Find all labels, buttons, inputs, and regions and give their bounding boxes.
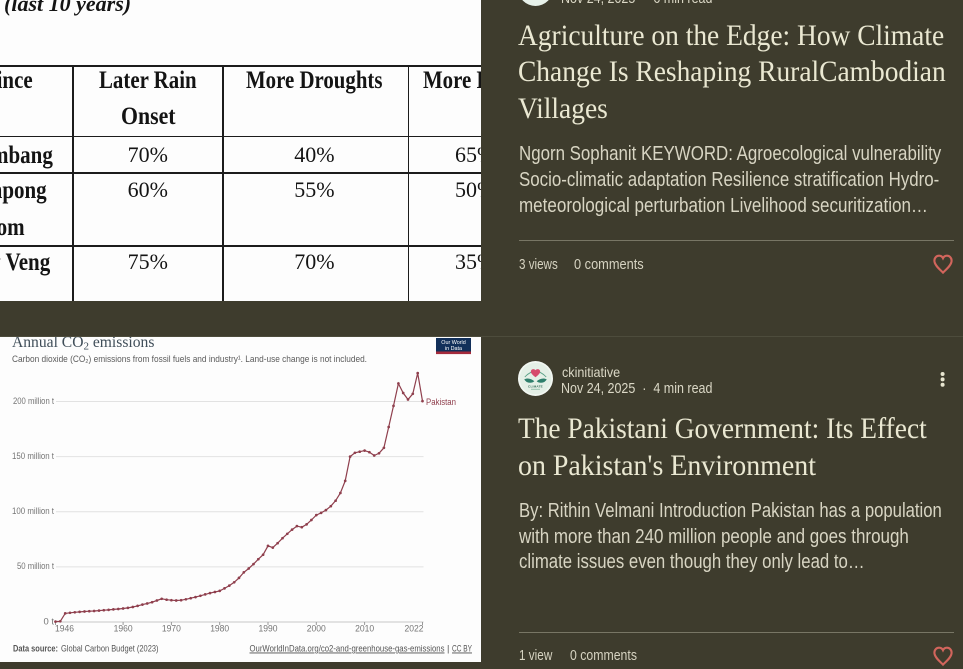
svg-text:CLIMATE: CLIMATE <box>528 384 543 388</box>
svg-text:50 million t: 50 million t <box>17 561 54 571</box>
svg-text:100 million t: 100 million t <box>12 506 54 516</box>
svg-text:OurWorldInData.org/co2-and-gre: OurWorldInData.org/co2-and-greenhouse-ga… <box>250 644 473 654</box>
svg-text:Annual CO2 emissions: Annual CO2 emissions <box>12 337 154 352</box>
svg-text:1946: 1946 <box>55 624 74 634</box>
svg-text:150 million t: 150 million t <box>12 451 54 461</box>
svg-text:2010: 2010 <box>355 624 374 634</box>
svg-text:200 million t: 200 million t <box>13 396 54 406</box>
svg-text:2000: 2000 <box>307 624 326 634</box>
svg-text:Data source:: Data source: <box>13 644 58 655</box>
svg-text:1980: 1980 <box>210 624 229 634</box>
svg-text:in Data: in Data <box>445 346 462 352</box>
svg-text:2022: 2022 <box>405 624 424 634</box>
svg-text:Global Carbon Budget (2023): Global Carbon Budget (2023) <box>61 644 159 655</box>
svg-text:0 t: 0 t <box>44 616 55 626</box>
svg-text:1960: 1960 <box>114 624 133 634</box>
svg-text:Our World: Our World <box>441 340 465 346</box>
svg-text:Carbon dioxide (CO₂) emissions: Carbon dioxide (CO₂) emissions from foss… <box>12 354 367 364</box>
svg-text:Pakistan: Pakistan <box>426 397 456 407</box>
svg-text:1990: 1990 <box>259 624 278 634</box>
svg-text:1970: 1970 <box>162 624 181 634</box>
